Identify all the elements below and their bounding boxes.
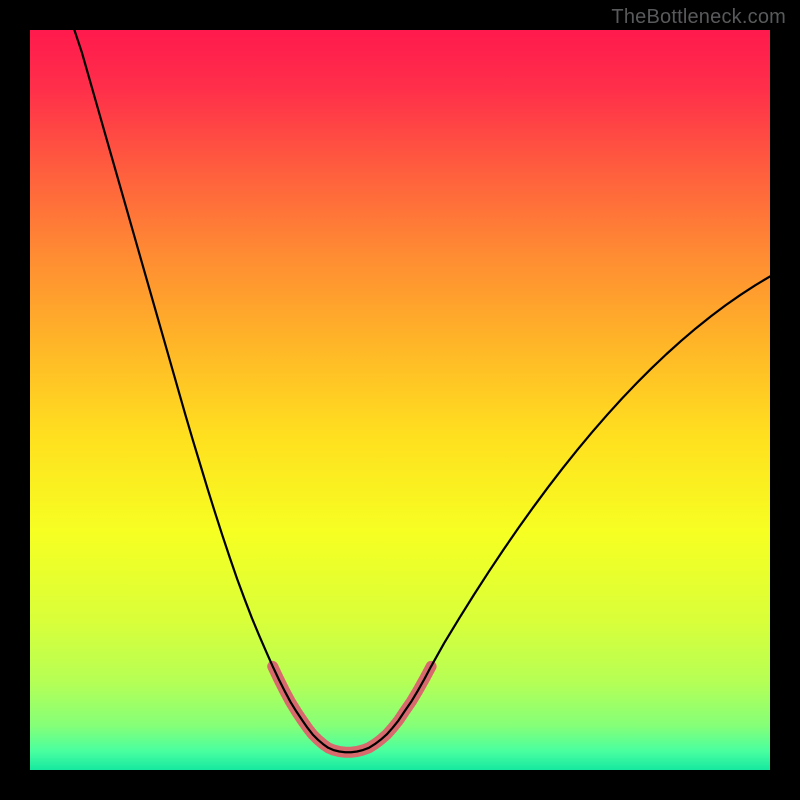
bottleneck-highlight-curve (273, 666, 431, 752)
plot-area (30, 30, 770, 770)
curve-layer (30, 30, 770, 770)
watermark-text: TheBottleneck.com (611, 6, 786, 29)
bottleneck-main-curve (74, 30, 770, 752)
chart-frame: TheBottleneck.com (0, 0, 800, 800)
